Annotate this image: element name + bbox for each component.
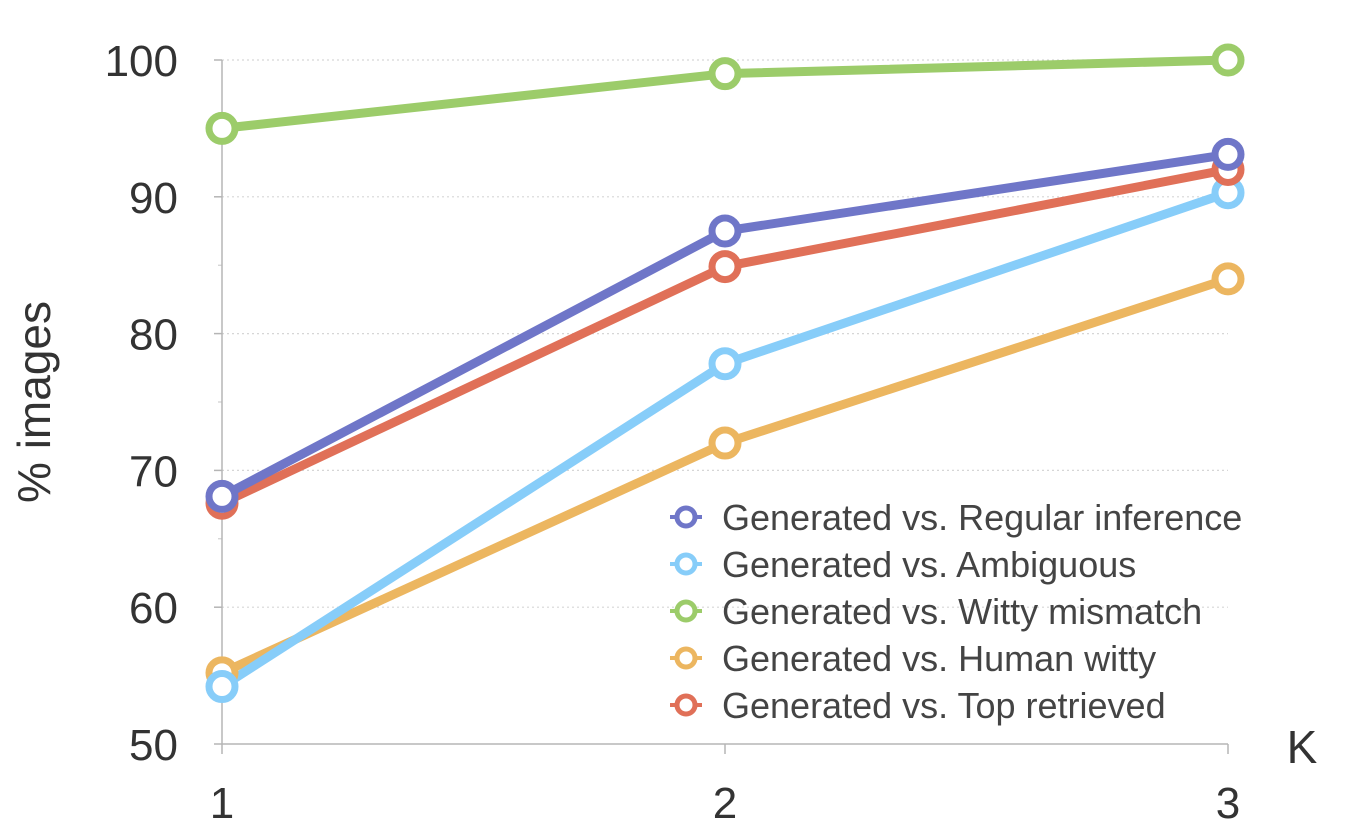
x-axis-title: K (1287, 721, 1318, 773)
y-tick-label: 60 (129, 584, 178, 633)
y-tick-label: 70 (129, 447, 178, 496)
legend-item: Generated vs. Top retrieved (670, 685, 1166, 726)
y-tick-label: 80 (129, 311, 178, 360)
legend-label: Generated vs. Witty mismatch (722, 591, 1202, 632)
legend-label: Generated vs. Top retrieved (722, 685, 1166, 726)
data-point (1211, 137, 1245, 171)
y-tick-label: 90 (129, 174, 178, 223)
data-point (1211, 43, 1245, 77)
data-point (205, 479, 239, 513)
data-point (205, 670, 239, 704)
axes: 50 60 70 80 90 100 1 2 3 (105, 37, 1241, 828)
legend-marker (674, 505, 698, 529)
legend-item: Generated vs. Human witty (670, 638, 1156, 679)
legend-item: Generated vs. Witty mismatch (670, 591, 1202, 632)
legend-item: Generated vs. Ambiguous (670, 544, 1136, 585)
legend-marker (674, 599, 698, 623)
legend-marker (674, 693, 698, 717)
legend-label: Generated vs. Regular inference (722, 497, 1242, 538)
data-point (708, 347, 742, 381)
data-point (708, 57, 742, 91)
data-point (708, 426, 742, 460)
data-point (708, 214, 742, 248)
legend-marker (674, 646, 698, 670)
legend-marker (674, 552, 698, 576)
legend-item: Generated vs. Regular inference (670, 497, 1242, 538)
data-point (1211, 262, 1245, 296)
x-tick-label: 3 (1216, 779, 1240, 828)
x-tick-label: 1 (210, 779, 234, 828)
x-tick-label: 2 (713, 779, 737, 828)
y-tick-label: 100 (105, 37, 178, 86)
legend-label: Generated vs. Ambiguous (722, 544, 1136, 585)
data-point (205, 111, 239, 145)
data-point (708, 250, 742, 284)
y-axis-title: % images (8, 301, 60, 503)
series-group (205, 43, 1245, 704)
y-tick-label: 50 (129, 721, 178, 770)
legend-label: Generated vs. Human witty (722, 638, 1156, 679)
legend: Generated vs. Regular inference Generated… (670, 497, 1242, 726)
